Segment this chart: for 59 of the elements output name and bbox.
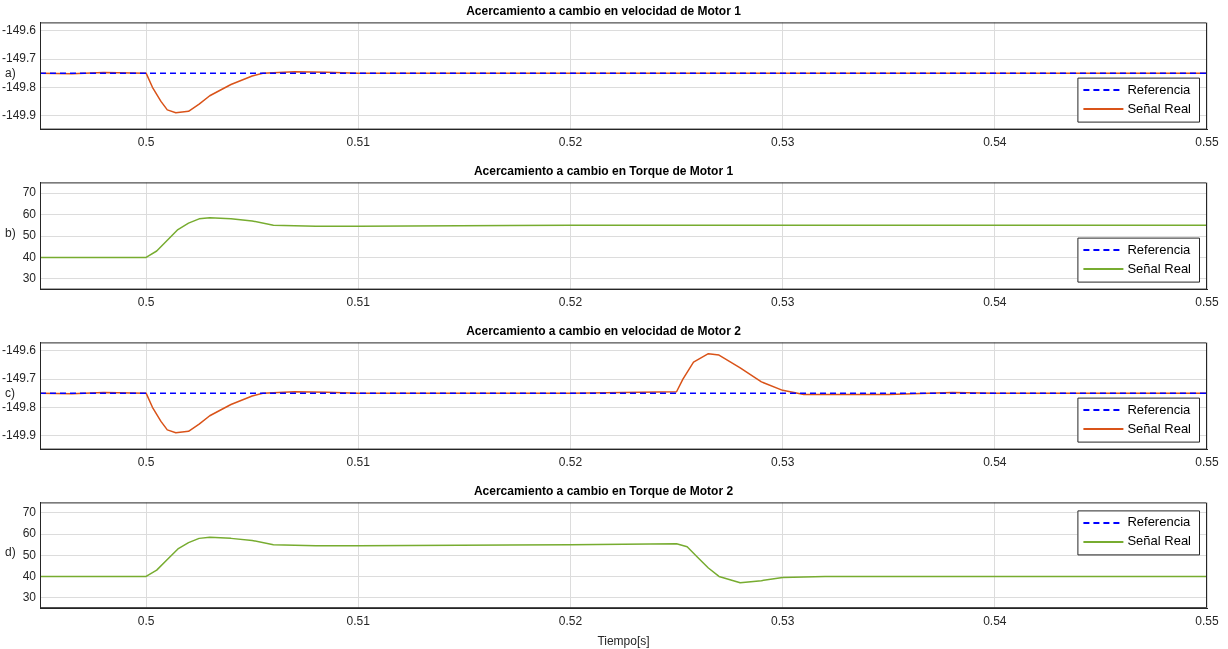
- y-tick-label: -149.8: [1, 399, 37, 414]
- x-tick-label: 0.54: [983, 295, 1007, 310]
- y-tick-label: -149.6: [1, 343, 37, 358]
- chart-title: Acercamiento a cambio en velocidad de Motor 1: [466, 3, 742, 18]
- y-tick-label: 70: [22, 505, 37, 520]
- y-tick-label: 50: [22, 547, 37, 562]
- y-axis-title: d): [5, 545, 16, 560]
- x-tick-label: 0.52: [558, 455, 583, 470]
- x-tick-label: 0.54: [983, 613, 1007, 628]
- x-tick-label: 0.53: [770, 613, 795, 628]
- y-axis-title: b): [5, 226, 16, 240]
- y-axis-title: c): [5, 386, 15, 400]
- chart-title: Acercamiento a cambio en Torque de Motor 1: [473, 163, 734, 178]
- legend-label: Señal Real: [1127, 420, 1192, 436]
- x-tick-label: 0.55: [1195, 613, 1219, 628]
- legend-label: Referencia: [1127, 81, 1192, 97]
- y-tick-label: 70: [22, 185, 37, 200]
- y-tick-label: 60: [22, 526, 37, 541]
- legend-label: Señal Real: [1127, 533, 1192, 549]
- x-axis-title: Tiempo[s]: [597, 634, 650, 649]
- y-tick-label: 30: [22, 271, 37, 286]
- x-tick-label: 0.54: [983, 135, 1007, 150]
- y-axis-title: a): [5, 66, 16, 80]
- x-tick-label: 0.55: [1195, 455, 1219, 470]
- y-tick-label: 30: [22, 589, 37, 604]
- x-tick-label: 0.5: [137, 613, 155, 628]
- y-tick-label: 50: [22, 228, 37, 243]
- x-tick-label: 0.52: [558, 135, 583, 150]
- legend-label: Referencia: [1127, 514, 1192, 530]
- y-tick-label: -149.7: [1, 371, 37, 386]
- y-tick-label: 40: [22, 249, 37, 264]
- legend-label: Señal Real: [1127, 260, 1192, 276]
- chart-title: Acercamiento a cambio en Torque de Motor 2: [473, 483, 734, 498]
- y-tick-label: 60: [22, 206, 37, 221]
- legend-label: Referencia: [1127, 401, 1192, 417]
- x-tick-label: 0.53: [770, 135, 795, 150]
- x-tick-label: 0.51: [346, 295, 371, 310]
- x-tick-label: 0.52: [558, 295, 583, 310]
- x-tick-label: 0.51: [346, 613, 371, 628]
- x-tick-label: 0.51: [346, 135, 371, 150]
- y-tick-label: -149.9: [1, 427, 37, 442]
- x-tick-label: 0.5: [137, 455, 155, 470]
- legend-label: Señal Real: [1127, 100, 1192, 116]
- x-tick-label: 0.53: [770, 455, 795, 470]
- chart-title: Acercamiento a cambio en velocidad de Motor 2: [466, 323, 742, 338]
- y-tick-label: 40: [22, 568, 37, 583]
- x-tick-label: 0.5: [137, 135, 155, 150]
- y-tick-label: -149.6: [1, 23, 37, 38]
- x-tick-label: 0.55: [1195, 135, 1219, 150]
- y-tick-label: -149.8: [1, 79, 37, 94]
- y-tick-label: -149.7: [1, 51, 37, 66]
- x-tick-label: 0.52: [558, 613, 583, 628]
- x-tick-label: 0.51: [346, 455, 371, 470]
- legend-label: Referencia: [1127, 241, 1192, 257]
- x-tick-label: 0.53: [770, 295, 795, 310]
- y-tick-label: -149.9: [1, 107, 37, 122]
- x-tick-label: 0.5: [137, 295, 155, 310]
- x-tick-label: 0.54: [983, 455, 1007, 470]
- x-tick-label: 0.55: [1195, 295, 1219, 310]
